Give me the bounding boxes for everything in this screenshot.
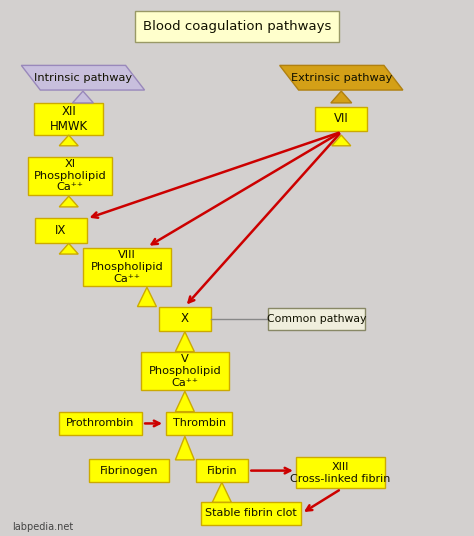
Text: IX: IX bbox=[55, 224, 66, 237]
Text: Fibrin: Fibrin bbox=[207, 466, 237, 475]
Text: VII: VII bbox=[334, 113, 349, 125]
Polygon shape bbox=[59, 196, 78, 207]
Text: V
Phospholipid
Ca⁺⁺: V Phospholipid Ca⁺⁺ bbox=[148, 354, 221, 388]
Polygon shape bbox=[175, 332, 194, 352]
FancyBboxPatch shape bbox=[315, 107, 367, 131]
Polygon shape bbox=[212, 482, 231, 502]
FancyBboxPatch shape bbox=[83, 248, 171, 286]
FancyBboxPatch shape bbox=[89, 459, 169, 482]
Text: XII
HMWK: XII HMWK bbox=[50, 105, 88, 133]
Polygon shape bbox=[331, 91, 352, 103]
FancyBboxPatch shape bbox=[135, 11, 339, 42]
Polygon shape bbox=[137, 287, 156, 307]
Text: Blood coagulation pathways: Blood coagulation pathways bbox=[143, 20, 331, 33]
Text: labpedia.net: labpedia.net bbox=[12, 522, 73, 532]
Text: Intrinsic pathway: Intrinsic pathway bbox=[34, 73, 132, 83]
Text: Extrinsic pathway: Extrinsic pathway bbox=[291, 73, 392, 83]
Text: Stable fibrin clot: Stable fibrin clot bbox=[205, 509, 297, 518]
Polygon shape bbox=[59, 243, 78, 254]
FancyBboxPatch shape bbox=[34, 103, 103, 135]
Text: Thrombin: Thrombin bbox=[173, 419, 226, 428]
FancyBboxPatch shape bbox=[59, 412, 142, 435]
FancyBboxPatch shape bbox=[201, 502, 301, 525]
Polygon shape bbox=[73, 91, 93, 103]
Text: X: X bbox=[181, 312, 189, 325]
FancyBboxPatch shape bbox=[296, 457, 385, 488]
FancyBboxPatch shape bbox=[166, 412, 232, 435]
Text: XI
Phospholipid
Ca⁺⁺: XI Phospholipid Ca⁺⁺ bbox=[34, 159, 107, 192]
Polygon shape bbox=[175, 391, 194, 412]
Text: XIII
Cross-linked fibrin: XIII Cross-linked fibrin bbox=[290, 462, 391, 483]
FancyBboxPatch shape bbox=[28, 157, 112, 195]
Text: VIII
Phospholipid
Ca⁺⁺: VIII Phospholipid Ca⁺⁺ bbox=[91, 250, 164, 284]
Text: Prothrombin: Prothrombin bbox=[66, 419, 135, 428]
FancyBboxPatch shape bbox=[196, 459, 248, 482]
Text: Fibrinogen: Fibrinogen bbox=[100, 466, 158, 475]
Polygon shape bbox=[59, 135, 78, 146]
FancyBboxPatch shape bbox=[35, 218, 87, 243]
Polygon shape bbox=[21, 65, 145, 90]
Polygon shape bbox=[332, 135, 351, 146]
Polygon shape bbox=[175, 436, 194, 460]
Text: Common pathway: Common pathway bbox=[267, 314, 366, 324]
FancyBboxPatch shape bbox=[141, 352, 228, 390]
Polygon shape bbox=[280, 65, 403, 90]
FancyBboxPatch shape bbox=[159, 307, 211, 331]
FancyBboxPatch shape bbox=[268, 308, 365, 330]
